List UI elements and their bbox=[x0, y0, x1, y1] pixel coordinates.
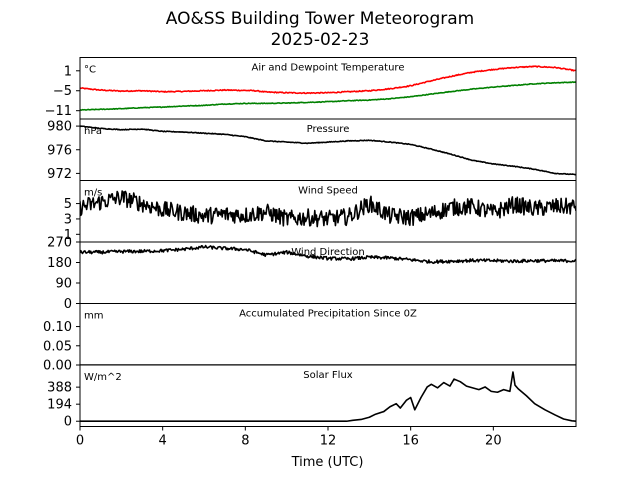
y-tick-label: 270 bbox=[47, 236, 72, 251]
y-tick-label: 180 bbox=[47, 256, 72, 271]
y-tick-label: −11 bbox=[45, 104, 72, 119]
x-axis-label: Time (UTC) bbox=[291, 455, 364, 470]
panel-title: Pressure bbox=[307, 124, 350, 135]
panel-unit: m/s bbox=[84, 188, 102, 199]
panel-title: Solar Flux bbox=[303, 370, 353, 381]
x-tick-label: 4 bbox=[159, 434, 167, 449]
panel-wdir: 270 180 90 0 Wind Direction bbox=[47, 236, 577, 312]
y-tick-label: −5 bbox=[53, 84, 72, 99]
x-tick-label: 16 bbox=[402, 434, 419, 449]
y-tick-label: 0.10 bbox=[43, 320, 72, 335]
y-tick-label: 388 bbox=[47, 381, 72, 396]
x-axis: 0 4 8 12 16 20 bbox=[76, 426, 502, 449]
panel-pres: 980 976 972 Pressure hPa bbox=[47, 118, 577, 182]
chart-subtitle: 2025-02-23 bbox=[271, 30, 370, 50]
panel-unit: mm bbox=[84, 311, 103, 322]
panel-solar: 388 194 0 Solar Flux W/m^2 bbox=[47, 364, 577, 430]
y-tick-label: 1 bbox=[64, 228, 72, 243]
panel-precip: 0.10 0.05 0.00 Accumulated Precipitation Si… bbox=[43, 303, 577, 374]
panel-title: Wind Direction bbox=[291, 247, 365, 258]
y-tick-label: 972 bbox=[47, 167, 72, 182]
series-temp-1 bbox=[80, 81, 576, 111]
panel-unit: hPa bbox=[84, 126, 102, 137]
panel-title: Accumulated Precipitation Since 0Z bbox=[239, 309, 417, 320]
y-tick-label: 90 bbox=[55, 277, 72, 292]
chart-title: AO&SS Building Tower Meteorogram bbox=[166, 9, 474, 29]
series-pres-0 bbox=[80, 125, 576, 176]
y-tick-label: 1 bbox=[64, 64, 72, 79]
series-temp-0 bbox=[80, 65, 576, 95]
panel-temp: 1 −5 −11 Air and Dewpoint Temperature °C bbox=[45, 57, 577, 120]
y-tick-label: 3 bbox=[64, 212, 72, 227]
y-tick-label: 0.00 bbox=[43, 359, 72, 374]
y-tick-label: 0 bbox=[64, 415, 72, 430]
y-tick-label: 976 bbox=[47, 143, 72, 158]
panel-unit: °C bbox=[84, 65, 96, 76]
series-wdir-0 bbox=[80, 244, 576, 265]
series-wspd-0 bbox=[80, 190, 576, 228]
x-tick-label: 12 bbox=[320, 434, 337, 449]
x-tick-label: 0 bbox=[76, 434, 84, 449]
panel-title: Wind Speed bbox=[298, 186, 358, 197]
y-tick-label: 5 bbox=[64, 197, 72, 212]
x-tick-label: 20 bbox=[485, 434, 502, 449]
y-tick-label: 980 bbox=[47, 120, 72, 135]
panel-unit: W/m^2 bbox=[84, 372, 122, 383]
panel-wspd: 531 Wind Speed m/s bbox=[64, 180, 577, 243]
y-tick-label: 194 bbox=[47, 398, 72, 413]
series-solar-0 bbox=[80, 371, 576, 423]
x-tick-label: 8 bbox=[241, 434, 249, 449]
panel-title: Air and Dewpoint Temperature bbox=[252, 63, 405, 74]
y-tick-label: 0.05 bbox=[43, 339, 72, 354]
y-tick-label: 0 bbox=[64, 297, 72, 312]
